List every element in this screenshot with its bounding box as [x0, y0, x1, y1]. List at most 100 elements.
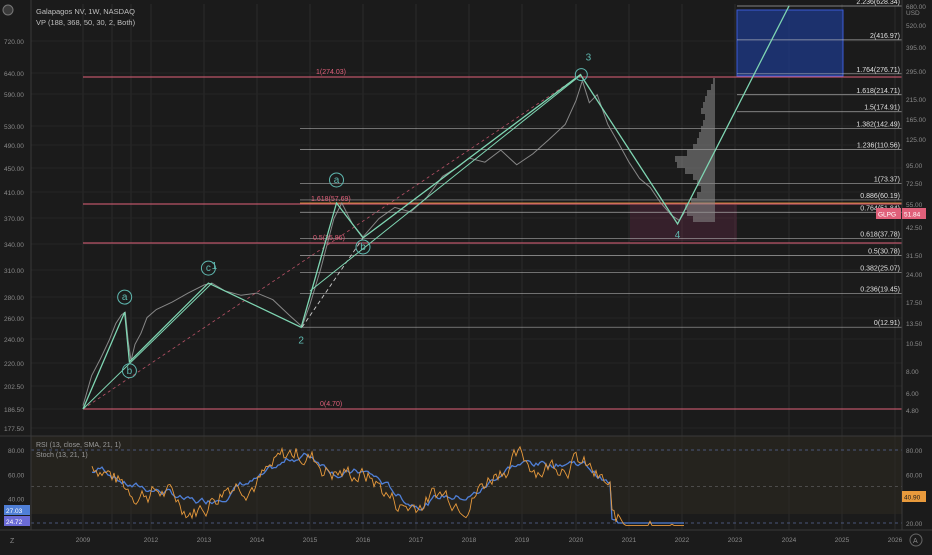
time-axis-label: 2016 — [356, 537, 371, 544]
fib-level-label: 1.5(174.91) — [864, 105, 900, 112]
osc-left-tick-label: 40.00 — [8, 497, 25, 504]
oscillator-band — [31, 436, 902, 514]
wave-label: a — [334, 175, 340, 186]
right-axis-tick-label: 95.00 — [906, 163, 923, 170]
left-axis-tick-label: 410.00 — [4, 190, 24, 197]
volume-profile-bar — [675, 156, 715, 162]
right-axis-tick-label: 10.50 — [906, 341, 923, 348]
osc-right-tick-label: 60.00 — [906, 472, 923, 479]
target-zone-box — [736, 9, 844, 77]
price-tag-symbol: GLPG — [878, 212, 896, 219]
volume-profile-bar — [685, 168, 715, 174]
volume-profile-bar — [701, 186, 715, 192]
right-axis-tick-label: 42.50 — [906, 225, 923, 232]
rsi-indicator-label[interactable]: RSI (13, close, SMA, 21, 1) — [36, 442, 121, 449]
volume-profile-bar — [703, 120, 715, 126]
fib-level-label: 0(12.91) — [874, 320, 900, 327]
symbol-logo[interactable] — [2, 4, 14, 16]
right-axis-tick-label: USD — [906, 10, 920, 17]
chart-title: Galapagos NV, 1W, NASDAQ — [36, 7, 135, 16]
rsi-tag-bg — [902, 491, 926, 502]
osc-left-tick-label: 80.00 — [8, 448, 25, 455]
time-axis-label: 2015 — [303, 537, 318, 544]
price-tag-value-bg — [902, 208, 926, 219]
left-axis-tick-label: 177.50 — [4, 426, 24, 433]
left-axis-tick-label: 370.00 — [4, 216, 24, 223]
fib-level-label: 0.382(25.07) — [860, 265, 900, 272]
volume-profile-bar — [687, 150, 715, 156]
volume-profile-bar — [699, 132, 715, 138]
left-axis-tick-label: 186.50 — [4, 407, 24, 414]
zones — [31, 9, 902, 514]
volume-profile-bar — [687, 210, 715, 216]
wave-lines — [82, 5, 790, 410]
volume-profile-bar — [697, 138, 715, 144]
fib-level-label: 1.382(142.49) — [856, 122, 900, 129]
volume-profile-bar — [701, 108, 715, 114]
dashed-trend-line — [82, 74, 582, 410]
right-axis-tick-label: 215.00 — [906, 97, 926, 104]
wave-label-circle — [355, 239, 371, 255]
time-axis-label: 2021 — [622, 537, 637, 544]
wave-label: 4 — [675, 230, 681, 241]
right-axis-tick-label: 24.00 — [906, 272, 923, 279]
indicator-label[interactable]: VP (188, 368, 50, 30, 2, Both) — [36, 18, 136, 27]
red-fib-label: 0(4.70) — [320, 401, 342, 408]
wave-label-circle — [329, 172, 344, 188]
volume-profile-bar — [691, 198, 715, 204]
wave-top-marker — [574, 68, 588, 82]
right-axis-tick-label: 6.00 — [906, 391, 919, 398]
volume-profile-bar — [707, 90, 715, 96]
fib-level-label: 1.618(214.71) — [856, 88, 900, 95]
elliott-wave-line — [82, 5, 790, 410]
auto-scale-button[interactable] — [909, 533, 923, 547]
time-axis-label: 2013 — [197, 537, 212, 544]
fib-level-label: 0.5(30.78) — [868, 248, 900, 255]
volume-profile-bar — [697, 180, 715, 186]
corner-label-right[interactable]: A — [913, 538, 918, 545]
right-axis-tick-label: 520.00 — [906, 23, 926, 30]
support-zone-box — [630, 205, 737, 241]
time-axis-label: 2023 — [728, 537, 743, 544]
volume-profile — [675, 78, 715, 222]
wave-label: 1 — [212, 261, 218, 272]
left-axis-tick-label: 720.00 — [4, 39, 24, 46]
fib-level-label: 2(416.97) — [870, 33, 900, 40]
wave-label-circle — [121, 363, 137, 379]
stoch-k-tag-bg — [4, 505, 30, 515]
wave-channel-line — [309, 74, 582, 292]
left-axis-tick-label: 450.00 — [4, 166, 24, 173]
wave-label: b — [360, 242, 366, 253]
right-axis-tick-label: 17.50 — [906, 300, 923, 307]
fib-level-label: 0.236(19.45) — [860, 286, 900, 293]
time-axis-label: 2025 — [835, 537, 850, 544]
left-axis-tick-label: 530.00 — [4, 124, 24, 131]
volume-profile-bar — [711, 84, 715, 90]
left-axis-tick-label: 280.00 — [4, 295, 24, 302]
right-axis-tick-label: 4.80 — [906, 408, 919, 415]
corner-label-left[interactable]: Z — [10, 538, 15, 545]
wave-label: 2 — [298, 335, 304, 346]
volume-profile-bar — [685, 204, 715, 210]
wave-label-circle — [200, 260, 216, 276]
left-axis-tick-label: 490.00 — [4, 143, 24, 150]
left-axis-tick-label: 220.00 — [4, 361, 24, 368]
stoch-indicator-label[interactable]: Stoch (13, 21, 1) — [36, 452, 88, 459]
time-axis-label: 2012 — [144, 537, 159, 544]
left-axis-tick-label: 640.00 — [4, 71, 24, 78]
red-fib-label: 1(274.03) — [316, 69, 346, 76]
rsi-line — [91, 445, 684, 526]
time-axis-label: 2026 — [888, 537, 903, 544]
left-axis-tick-label: 590.00 — [4, 92, 24, 99]
time-axis-label: 2018 — [462, 537, 477, 544]
time-axis-label: 2009 — [76, 537, 91, 544]
rsi-tag-value: 40.90 — [904, 495, 921, 502]
volume-profile-bar — [705, 114, 715, 120]
wave-labels: abc12ab345 — [117, 53, 681, 379]
fib-level-label: 2.236(628.34) — [856, 0, 900, 6]
wave-channel-line — [82, 282, 213, 410]
fib-level-label: 0.618(37.78) — [860, 231, 900, 238]
right-axis-tick-label: 395.00 — [906, 45, 926, 52]
